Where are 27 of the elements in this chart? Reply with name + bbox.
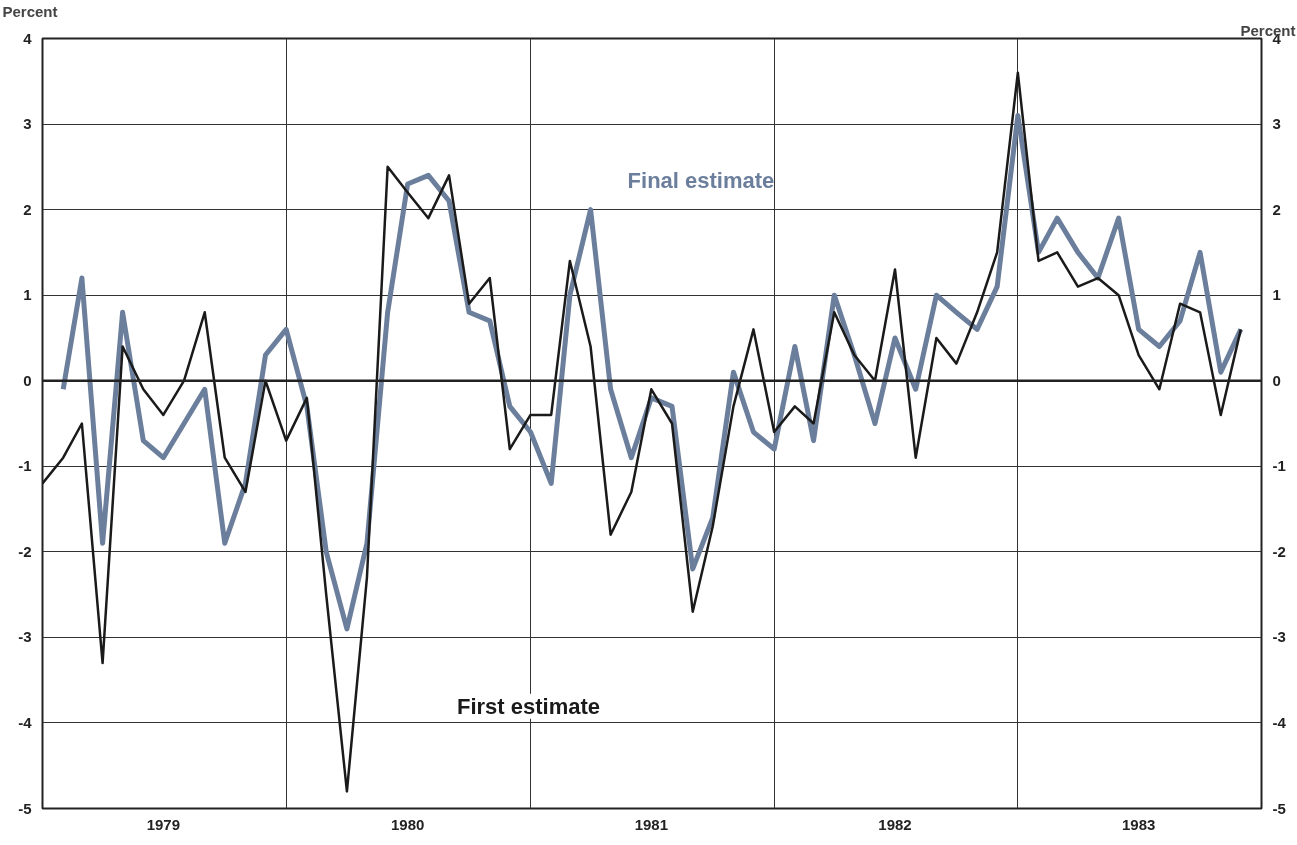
y-tick-label: -5 [18, 799, 32, 817]
series-label: Final estimate [627, 167, 775, 193]
y-axis-title: Percent [2, 2, 58, 20]
y2-tick-label: -4 [1272, 713, 1287, 731]
y2-tick-label: -2 [1272, 542, 1286, 560]
y-tick-label: -4 [18, 713, 33, 731]
y2-tick-label: -3 [1272, 628, 1286, 646]
y-tick-label: 3 [23, 115, 32, 133]
y-tick-label: 4 [23, 29, 33, 47]
y2-tick-label: -1 [1272, 457, 1286, 475]
x-tick-label: 1981 [634, 815, 669, 833]
y-tick-label: -2 [18, 542, 32, 560]
x-tick-label: 1979 [146, 815, 181, 833]
x-tick-label: 1980 [390, 815, 425, 833]
y-tick-label: 1 [23, 286, 32, 304]
y2-tick-label: 0 [1272, 371, 1281, 389]
y2-tick-label: -5 [1272, 799, 1286, 817]
y-tick-label: -1 [18, 457, 32, 475]
text: First estimate [456, 693, 601, 719]
y-tick-label: 2 [23, 200, 32, 218]
y2-tick-label: 2 [1272, 200, 1281, 218]
y-tick-label: -3 [18, 628, 32, 646]
y2-tick-label: 1 [1272, 286, 1281, 304]
x-tick-label: 1982 [878, 815, 912, 833]
x-tick-label: 1983 [1121, 815, 1156, 833]
y-tick-label: 0 [23, 371, 32, 389]
y2-tick-label: 3 [1272, 115, 1281, 133]
